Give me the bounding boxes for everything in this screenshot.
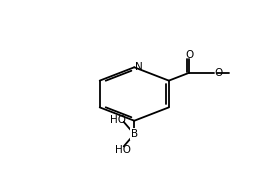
Text: O: O: [185, 50, 193, 60]
Text: O: O: [214, 68, 222, 78]
Text: HO: HO: [115, 145, 131, 155]
Text: B: B: [131, 129, 138, 139]
Text: N: N: [135, 62, 143, 72]
Text: HO: HO: [110, 116, 126, 125]
